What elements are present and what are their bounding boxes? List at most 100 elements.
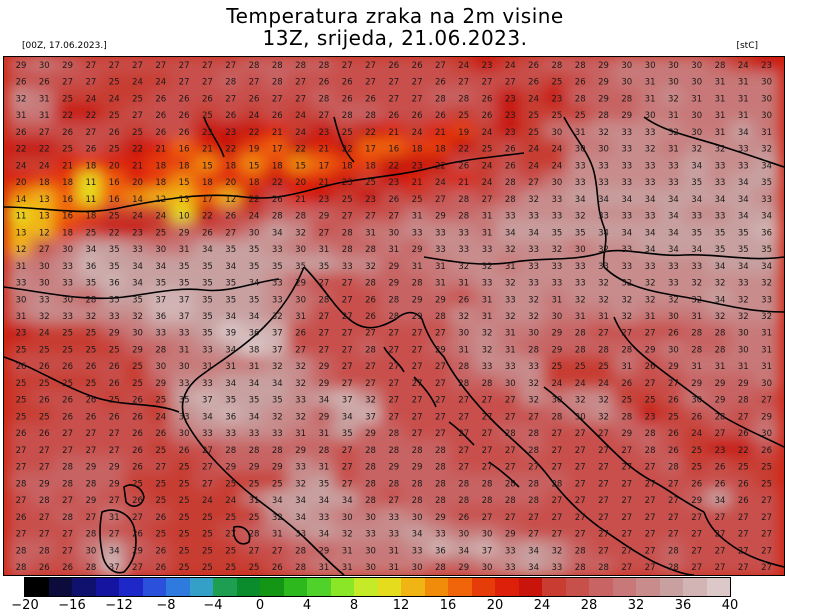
- grid-value-label: 33: [505, 362, 516, 372]
- temperature-cell: [520, 489, 548, 511]
- grid-value-label: 27: [575, 429, 586, 439]
- temperature-cell: [753, 489, 781, 511]
- grid-value-label: 27: [202, 446, 213, 456]
- grid-value-label: 28: [365, 446, 376, 456]
- temperature-cell: [706, 155, 734, 176]
- grid-value-label: 22: [365, 128, 376, 138]
- temperature-cell: [589, 155, 618, 176]
- temperature-cell: [566, 422, 594, 444]
- temperature-cell: [356, 138, 385, 159]
- grid-value-label: 27: [598, 329, 609, 339]
- grid-value-label: 25: [551, 111, 562, 121]
- temperature-cell: [287, 288, 315, 310]
- grid-value-label: 28: [272, 61, 283, 71]
- temperature-cell: [543, 305, 571, 327]
- temperature-cell: [333, 355, 361, 377]
- grid-value-label: 37: [202, 396, 213, 406]
- temperature-cell: [589, 523, 618, 544]
- temperature-cell: [543, 456, 571, 477]
- grid-value-label: 26: [155, 111, 166, 121]
- temperature-cell: [403, 506, 431, 528]
- temperature-cell: [613, 71, 641, 93]
- temperature-cell: [310, 355, 338, 377]
- temperature-cell: [193, 406, 222, 427]
- grid-value-label: 28: [575, 95, 586, 105]
- temperature-cell: [753, 339, 781, 360]
- temperature-cell: [263, 523, 291, 544]
- grid-value-label: 34: [295, 496, 306, 506]
- grid-value-label: 25: [528, 128, 539, 138]
- grid-value-label: 30: [528, 329, 539, 339]
- temperature-cell: [403, 339, 431, 360]
- temperature-cell: [77, 188, 105, 210]
- grid-value-label: 28: [668, 546, 679, 556]
- grid-value-label: 27: [761, 546, 772, 556]
- grid-value-label: 26: [388, 61, 399, 71]
- grid-value-label: 28: [155, 346, 166, 356]
- grid-value-label: 36: [109, 279, 120, 289]
- grid-value-label: 33: [551, 563, 562, 573]
- temperature-cell: [310, 104, 338, 126]
- temperature-cell: [100, 339, 128, 360]
- grid-value-label: 22: [109, 228, 120, 238]
- temperature-cell: [240, 422, 268, 444]
- temperature-cell: [520, 272, 548, 293]
- grid-value-label: 30: [738, 329, 749, 339]
- temperature-cell: [7, 255, 35, 277]
- grid-value-label: 31: [388, 546, 399, 556]
- temperature-cell: [729, 355, 757, 377]
- grid-value-label: 28: [318, 446, 329, 456]
- grid-value-label: 38: [249, 346, 260, 356]
- grid-value-label: 23: [342, 178, 353, 188]
- grid-value-label: 33: [62, 312, 73, 322]
- grid-value-label: 26: [109, 412, 120, 422]
- grid-value-label: 33: [551, 195, 562, 205]
- grid-value-label: 33: [458, 245, 469, 255]
- grid-value-label: 29: [388, 463, 399, 473]
- grid-value-label: 25: [132, 479, 143, 489]
- grid-value-label: 32: [85, 312, 96, 322]
- temperature-cell: [356, 222, 385, 243]
- grid-value-label: 28: [272, 78, 283, 88]
- temperature-cell: [170, 138, 198, 159]
- grid-value-label: 33: [575, 262, 586, 272]
- grid-value-label: 30: [551, 178, 562, 188]
- temperature-cell: [520, 305, 548, 327]
- grid-value-label: 25: [39, 412, 50, 422]
- grid-value-label: 27: [388, 78, 399, 88]
- temperature-cell: [659, 506, 688, 528]
- grid-value-label: 28: [505, 479, 516, 489]
- grid-value-label: 30: [668, 61, 679, 71]
- temperature-cell: [380, 155, 408, 176]
- temperature-cell: [7, 456, 35, 477]
- grid-value-label: 23: [132, 228, 143, 238]
- temperature-cell: [426, 489, 455, 511]
- temperature-cell: [426, 222, 455, 243]
- temperature-cell: [263, 389, 291, 410]
- grid-value-label: 25: [85, 346, 96, 356]
- grid-value-label: 27: [435, 195, 446, 205]
- temperature-cell: [426, 456, 455, 477]
- temperature-cell: [706, 473, 734, 494]
- grid-value-label: 36: [85, 262, 96, 272]
- temperature-cell: [217, 138, 245, 159]
- temperature-cell: [170, 57, 198, 76]
- grid-value-label: 27: [155, 463, 166, 473]
- temperature-cell: [100, 255, 128, 277]
- grid-value-label: 27: [342, 279, 353, 289]
- temperature-cell: [403, 389, 431, 410]
- grid-value-label: 25: [761, 463, 772, 473]
- temperature-cell: [566, 57, 594, 76]
- temperature-cell: [589, 506, 618, 528]
- grid-value-label: 18: [342, 161, 353, 171]
- temperature-cell: [7, 439, 35, 461]
- grid-value-label: 34: [738, 128, 749, 138]
- temperature-cell: [263, 539, 291, 561]
- grid-value-label: 26: [62, 396, 73, 406]
- grid-value-label: 27: [505, 463, 516, 473]
- temperature-cell: [287, 57, 315, 76]
- grid-value-label: 27: [575, 496, 586, 506]
- temperature-cell: [473, 57, 501, 76]
- temperature-cell: [77, 322, 105, 344]
- grid-value-label: 30: [85, 546, 96, 556]
